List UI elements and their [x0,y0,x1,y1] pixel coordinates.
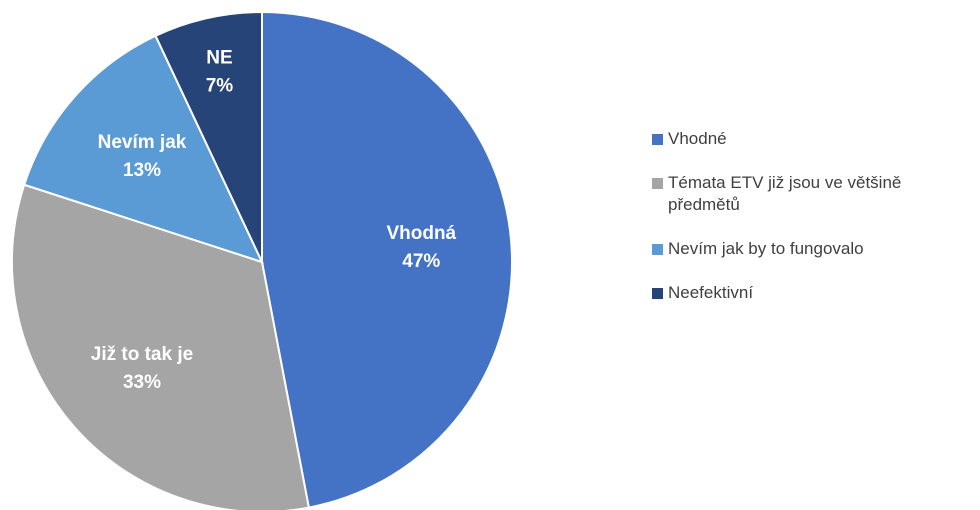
slice-label: NE [206,48,232,69]
slice-label: Již to tak je [91,344,193,365]
legend-swatch [652,288,663,299]
legend-swatch [652,244,663,255]
pie-slice [11,183,311,510]
value-label: 47% [402,251,440,272]
slice-label: Vhodná [386,223,456,244]
pie-slice [22,34,264,264]
legend-swatch [652,134,663,145]
value-label: 33% [123,372,161,393]
value-label: 13% [123,160,161,181]
slice-label: Nevím jak [98,132,187,153]
legend-item: Neefektivní [652,282,974,304]
legend-label: Témata ETV již jsou ve většině předmětů [668,173,902,214]
legend-label: Neefektivní [668,283,754,302]
pie-slice [154,10,263,263]
legend-label: Vhodné [668,129,727,148]
legend-item: Témata ETV již jsou ve většině předmětů [652,172,974,216]
legend-label: Nevím jak by to fungovalo [668,239,864,258]
legend: Vhodné Témata ETV již jsou ve většině pře… [652,128,974,326]
legend-swatch [652,178,663,189]
value-label: 7% [206,76,234,97]
legend-item: Nevím jak by to fungovalo [652,238,974,260]
legend-item: Vhodné [652,128,974,150]
pie-slice [261,10,513,509]
